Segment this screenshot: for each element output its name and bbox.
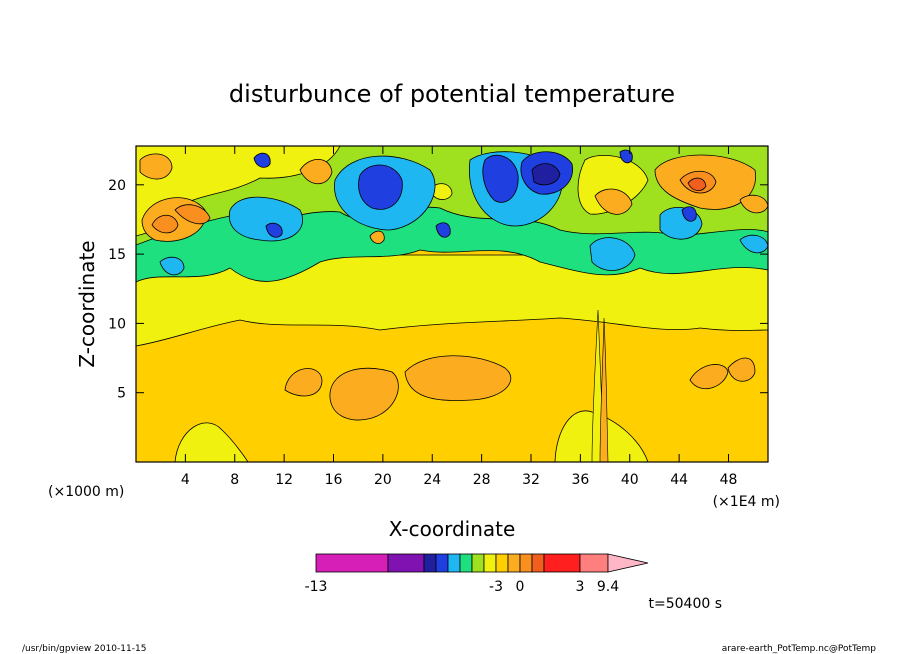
colorbar-label: -13 [305,579,328,595]
footer-right: arare-earth_PotTemp.nc@PotTemp [722,644,877,654]
footer-left: /usr/bin/gpview 2010-11-15 [22,644,146,654]
colorbar-swatch [519,553,533,573]
contour-field [136,146,768,462]
x-tick-label: 32 [522,472,540,488]
colorbar-swatch [447,553,461,573]
colorbar-swatch [315,553,389,573]
x-tick-label: 4 [181,472,190,488]
colorbar-labels: -13 -3 0 3 9.4 [305,579,620,595]
colorbar-swatch [387,553,425,573]
colorbar-label: 0 [516,579,525,595]
time-label: t=50400 s [649,596,723,612]
colorbar-swatch [435,553,449,573]
x-unit-left: (×1000 m) [48,484,124,500]
colorbar-swatch [507,553,521,573]
colorbar-swatch [423,553,437,573]
colorbar-swatch [543,553,581,573]
colorbar-label: 9.4 [597,579,619,595]
colorbar-swatch [471,553,485,573]
colorbar-arrow [607,553,649,573]
colorbar-swatch [483,553,497,573]
colorbar-label: -3 [489,579,503,595]
y-tick-label: 5 [117,386,126,402]
x-axis-label: X-coordinate [389,517,516,541]
colorbar-swatch [495,553,509,573]
x-tick-label: 44 [670,472,688,488]
colorbar-swatch [579,553,609,573]
y-tick-label: 10 [108,316,126,332]
x-unit-right: (×1E4 m) [713,494,780,510]
x-tick-label: 48 [720,472,738,488]
chart-title: disturbunce of potential temperature [229,80,675,108]
x-tick-label: 8 [230,472,239,488]
x-tick-label: 12 [275,472,293,488]
y-axis-label: Z-coordinate [75,240,99,367]
x-axis: 4 8 12 16 20 24 28 32 36 40 44 48 [181,146,738,488]
plot-frame [135,145,769,463]
x-tick-label: 36 [571,472,589,488]
x-tick-label: 20 [374,472,392,488]
y-axis: 5 10 15 20 [108,178,768,402]
x-tick-label: 40 [621,472,639,488]
y-tick-label: 20 [108,178,126,194]
colorbar [315,553,649,573]
y-tick-label: 15 [108,247,126,263]
x-tick-label: 28 [473,472,491,488]
x-tick-label: 16 [325,472,343,488]
colorbar-label: 3 [576,579,585,595]
colorbar-swatch [531,553,545,573]
x-tick-label: 24 [423,472,441,488]
colorbar-swatch [459,553,473,573]
